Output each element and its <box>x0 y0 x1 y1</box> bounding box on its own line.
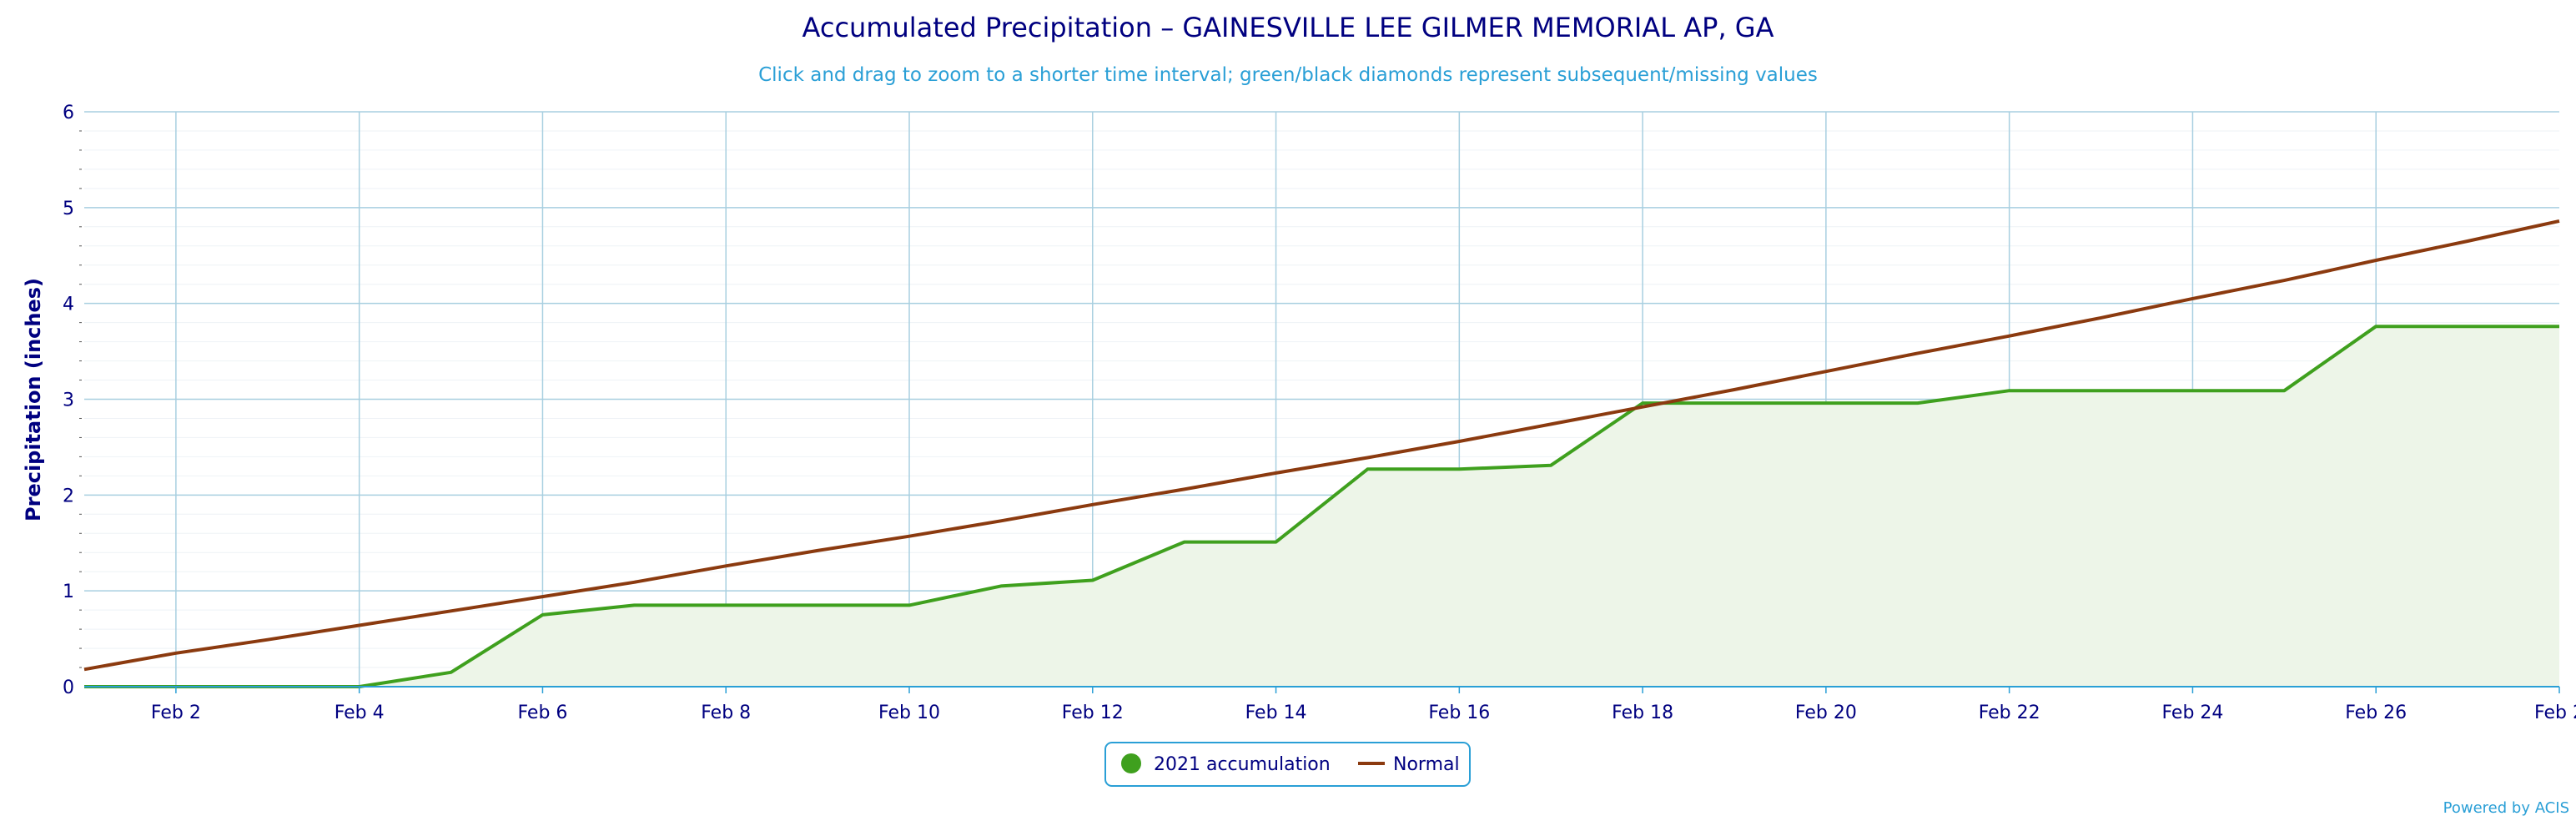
legend[interactable]: 2021 accumulation Normal <box>1104 742 1471 787</box>
x-tick-label: Feb 26 <box>2345 703 2407 723</box>
x-tick-label: Feb 2 <box>2534 703 2576 723</box>
x-tick-label: Feb 4 <box>335 703 385 723</box>
series-line-layer <box>83 219 2560 688</box>
series-line-2021-accumulation[interactable] <box>84 325 2559 688</box>
y-axis-label: Precipitation (inches) <box>22 278 45 521</box>
y-tick-label: 1 <box>63 582 74 602</box>
series-line-normal[interactable] <box>83 219 2560 672</box>
x-tick-label: Feb 16 <box>1428 703 1490 723</box>
x-tick-label: Feb 22 <box>1979 703 2040 723</box>
y-axis-ticks: 0 1 2 3 4 5 6 <box>63 103 74 698</box>
legend-item-normal[interactable]: Normal <box>1358 754 1460 775</box>
y-tick-label: 6 <box>63 103 74 123</box>
y-tick-label: 0 <box>63 677 74 698</box>
credit-link[interactable]: Powered by ACIS <box>2443 799 2569 817</box>
legend-label-normal: Normal <box>1393 754 1460 775</box>
legend-box <box>1104 742 1471 787</box>
y-tick-label: 3 <box>63 390 74 411</box>
chart-title: Accumulated Precipitation – GAINESVILLE … <box>802 12 1774 43</box>
x-axis-ticks: Feb 2 Feb 4 Feb 6 Feb 8 Feb 10 Feb 12 Feb 14 Fe… <box>151 687 2576 723</box>
x-tick-label: Feb 18 <box>1612 703 1673 723</box>
y-tick-label: 2 <box>63 486 74 506</box>
y-tick-label: 5 <box>63 199 74 219</box>
x-tick-label: Feb 12 <box>1062 703 1124 723</box>
legend-label-2021-accumulation: 2021 accumulation <box>1154 754 1331 775</box>
x-tick-label: Feb 20 <box>1795 703 1857 723</box>
x-tick-label: Feb 10 <box>878 703 940 723</box>
x-tick-label: Feb 8 <box>701 703 751 723</box>
x-tick-label: Feb 2 <box>151 703 201 723</box>
y-tick-label: 4 <box>63 295 74 315</box>
legend-item-2021-accumulation[interactable]: 2021 accumulation <box>1121 753 1331 775</box>
x-tick-label: Feb 6 <box>517 703 567 723</box>
chart-subtitle: Click and drag to zoom to a shorter time… <box>758 64 1818 86</box>
legend-marker-2021 <box>1121 753 1141 773</box>
x-tick-label: Feb 14 <box>1245 703 1307 723</box>
x-tick-label: Feb 24 <box>2161 703 2223 723</box>
